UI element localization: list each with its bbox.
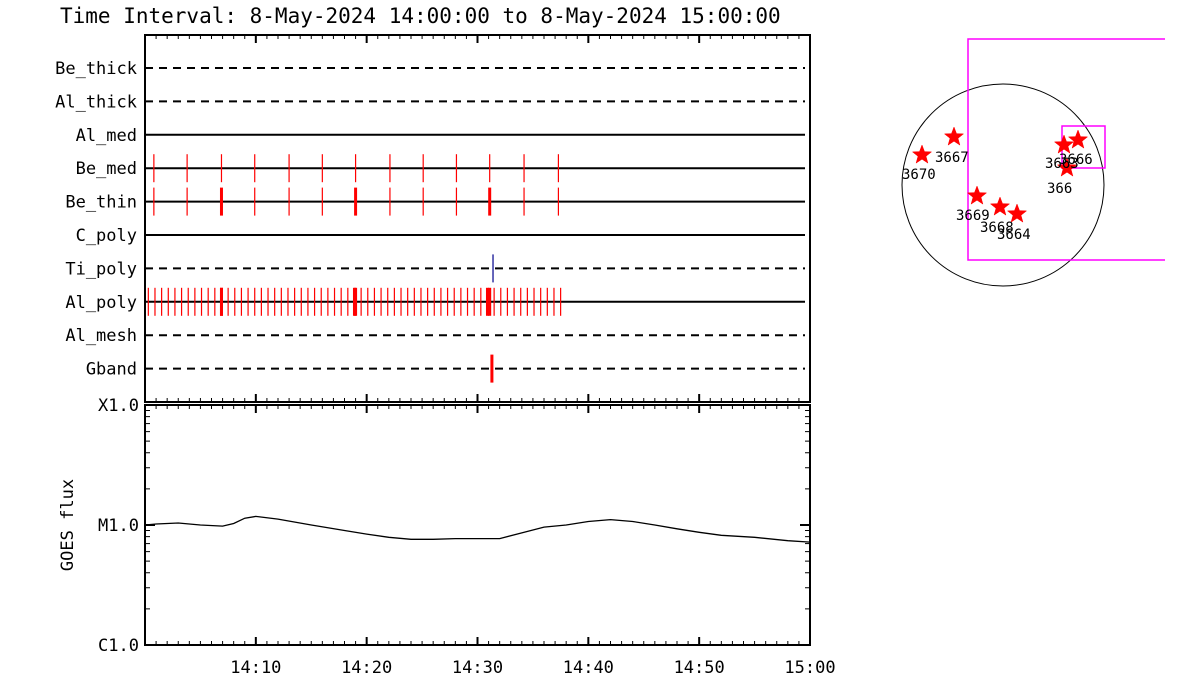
active-region-label: 3666 [1059,152,1093,168]
goes-flux-line [144,515,811,543]
row-label: Al_poly [65,293,137,313]
x-tick-label: 14:20 [341,658,392,678]
y-tick-label: M1.0 [98,516,139,536]
row-label: Be_thin [65,193,137,213]
field-of-view-box [967,38,1165,261]
row-label: Ti_poly [65,259,137,279]
timeline-row-be-med: Be_med [76,154,805,183]
x-tick-label: 14:30 [452,658,503,678]
active-region-star [911,144,933,164]
active-region-star [966,185,988,205]
timeline-row-ti-poly: Ti_poly [65,254,805,283]
active-region-star [989,196,1011,216]
active-region-label: 3669 [956,208,990,224]
timeline-row-al-thick: Al_thick [55,92,805,112]
y-tick-label: X1.0 [98,396,139,416]
active-region-label: 3667 [935,150,969,166]
active-region-label: 366 [1047,181,1072,197]
active-region-star [943,126,965,146]
row-label: Be_thick [55,59,137,79]
active-region-star [1056,157,1078,177]
y-tick-label: C1.0 [98,636,139,656]
x-tick-label: 14:10 [230,658,281,678]
timeline-row-be-thin: Be_thin [65,187,805,216]
row-label: Al_thick [55,92,137,112]
x-tick-label: 14:50 [674,658,725,678]
timeline-row-al-med: Al_med [76,126,805,146]
active-region-label: 3664 [997,227,1031,243]
active-region-star [1053,134,1075,154]
active-region-label: 3670 [902,167,936,183]
x-tick-label: 15:00 [784,658,835,678]
timeline-frame [144,34,811,403]
timeline-row-al-poly: Al_poly [65,287,805,316]
row-label: Al_med [76,126,137,146]
active-region-label: 3663 [1045,156,1079,172]
y-axis-label: GOES flux [58,479,78,571]
timeline-row-be-thick: Be_thick [55,59,805,79]
instrument-timeline: Be_thick Al_thick Al_med Be_med Be_thin C_pol… [55,34,811,403]
row-label: Be_med [76,159,137,179]
timeline-row-c-poly: C_poly [76,226,805,246]
row-label: Al_mesh [65,326,137,346]
goes-flux-plot: X1.0 M1.0 C1.0 GOES flux 14:10 14:20 14:30 14:4… [58,396,836,678]
chart-title: Time Interval: 8-May-2024 14:00:00 to 8-… [60,4,781,28]
x-tick-label: 14:40 [563,658,614,678]
timeline-row-al-mesh: Al_mesh [65,326,805,346]
active-region-label: 3668 [980,220,1014,236]
row-label: Gband [86,360,137,380]
timeline-row-gband: Gband [86,354,805,383]
active-region-star [1067,129,1089,149]
solar-limb [901,83,1105,287]
row-label: C_poly [76,226,137,246]
active-region-star [1006,203,1028,223]
goes-frame [144,404,811,646]
